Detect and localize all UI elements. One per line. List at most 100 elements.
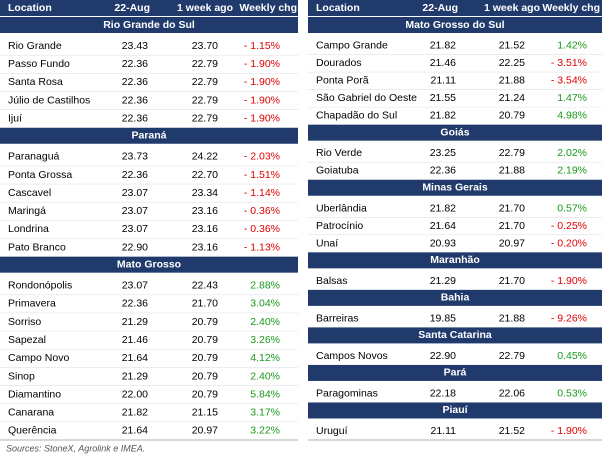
price-week-ago: 22.70 xyxy=(192,169,218,181)
section-title: Mato Grosso do Sul xyxy=(405,19,504,31)
price-week-ago: 22.79 xyxy=(192,94,218,106)
section-title: Paraná xyxy=(131,130,166,142)
location: Chapadão do Sul xyxy=(316,110,397,122)
price-current: 21.82 xyxy=(122,407,148,419)
price-current: 22.36 xyxy=(122,94,148,106)
location: Sapezal xyxy=(8,334,46,346)
location: Goiatuba xyxy=(316,165,359,177)
price-current: 23.73 xyxy=(122,151,148,163)
price-week-ago: 23.16 xyxy=(192,241,218,253)
price-week-ago: 21.70 xyxy=(499,275,525,287)
section-band xyxy=(308,252,602,269)
header-cell: Weekly chg xyxy=(239,2,297,14)
price-current: 22.90 xyxy=(430,350,456,362)
price-current: 21.82 xyxy=(430,202,456,214)
weekly-change: - 1.90% xyxy=(244,94,280,106)
price-current: 21.55 xyxy=(430,92,456,104)
location: Santa Rosa xyxy=(8,76,63,88)
price-week-ago: 20.97 xyxy=(192,425,218,437)
price-week-ago: 20.79 xyxy=(192,316,218,328)
section-title: Pará xyxy=(444,367,467,379)
price-week-ago: 20.79 xyxy=(192,388,218,400)
weekly-change: - 0.20% xyxy=(551,237,587,249)
price-week-ago: 21.88 xyxy=(499,75,525,87)
location: Unaí xyxy=(316,237,338,249)
weekly-change: - 1.15% xyxy=(244,40,280,52)
price-week-ago: 20.79 xyxy=(192,352,218,364)
header-cell: Location xyxy=(316,2,360,14)
section-band xyxy=(0,17,298,33)
weekly-change: 3.04% xyxy=(250,298,280,310)
location: Campo Novo xyxy=(8,352,69,364)
weekly-change: - 0.25% xyxy=(551,220,587,232)
weekly-change: 3.17% xyxy=(250,407,280,419)
location: Paragominas xyxy=(316,387,378,399)
weekly-change: 2.40% xyxy=(250,370,280,382)
price-week-ago: 21.70 xyxy=(499,220,525,232)
location: Balsas xyxy=(316,275,348,287)
price-current: 23.25 xyxy=(430,147,456,159)
location: Canarana xyxy=(8,407,54,419)
price-current: 23.07 xyxy=(122,280,148,292)
footnote: Sources: StoneX, Agrolink e IMEA. xyxy=(6,443,145,453)
location: Sinop xyxy=(8,370,35,382)
weekly-change: - 1.90% xyxy=(551,275,587,287)
weekly-change: - 1.90% xyxy=(244,58,280,70)
location: Uruguí xyxy=(316,425,348,437)
weekly-change: 2.88% xyxy=(250,280,280,292)
price-week-ago: 23.70 xyxy=(192,40,218,52)
price-current: 23.43 xyxy=(122,40,148,52)
price-current: 21.11 xyxy=(431,425,457,437)
header-cell: 22-Aug xyxy=(422,2,458,14)
header-cell: 22-Aug xyxy=(114,2,150,14)
price-current: 22.36 xyxy=(122,112,148,124)
price-week-ago: 20.97 xyxy=(499,237,525,249)
location: Rio Grande xyxy=(8,40,62,52)
section-band xyxy=(308,179,602,196)
price-week-ago: 21.70 xyxy=(499,202,525,214)
price-current: 22.36 xyxy=(430,165,456,177)
location: Rondonópolis xyxy=(8,280,72,292)
location: Ponta Grossa xyxy=(8,169,72,181)
price-current: 22.00 xyxy=(122,388,148,400)
price-current: 21.29 xyxy=(122,316,148,328)
price-current: 22.36 xyxy=(122,298,148,310)
price-week-ago: 22.79 xyxy=(192,112,218,124)
location: Ijuí xyxy=(8,112,22,124)
location: Pato Branco xyxy=(8,241,66,253)
price-week-ago: 22.79 xyxy=(499,350,525,362)
price-current: 22.36 xyxy=(122,169,148,181)
weekly-change: - 0.36% xyxy=(244,205,280,217)
weekly-change: - 3.54% xyxy=(551,75,587,87)
section-band xyxy=(0,127,298,144)
section-band xyxy=(0,256,298,273)
price-current: 22.18 xyxy=(430,387,456,399)
price-current: 23.07 xyxy=(122,187,148,199)
price-current: 20.93 xyxy=(430,237,456,249)
location: Primavera xyxy=(8,298,56,310)
header-band xyxy=(0,0,298,16)
price-week-ago: 21.24 xyxy=(499,92,525,104)
price-week-ago: 24.22 xyxy=(192,151,218,163)
header-cell: 1 week ago xyxy=(484,2,540,14)
price-week-ago: 21.70 xyxy=(192,298,218,310)
location: Campo Grande xyxy=(316,40,388,52)
weekly-change: - 9.26% xyxy=(551,312,587,324)
location: Campos Novos xyxy=(316,350,388,362)
header-band xyxy=(308,0,602,16)
weekly-change: - 1.90% xyxy=(551,425,587,437)
weekly-change: - 1.90% xyxy=(244,112,280,124)
price-current: 23.07 xyxy=(122,223,148,235)
weekly-change: - 1.14% xyxy=(244,187,280,199)
price-current: 23.07 xyxy=(122,205,148,217)
price-week-ago: 22.79 xyxy=(499,147,525,159)
price-week-ago: 23.34 xyxy=(192,187,218,199)
section-band xyxy=(308,17,602,33)
header-cell: 1 week ago xyxy=(177,2,233,14)
location: Ponta Porã xyxy=(316,75,369,87)
section-title: Mato Grosso xyxy=(117,258,181,270)
weekly-change: 4.98% xyxy=(557,110,587,122)
weekly-change: - 3.51% xyxy=(551,57,587,69)
section-title: Piauí xyxy=(442,404,468,416)
price-current: 22.36 xyxy=(122,58,148,70)
